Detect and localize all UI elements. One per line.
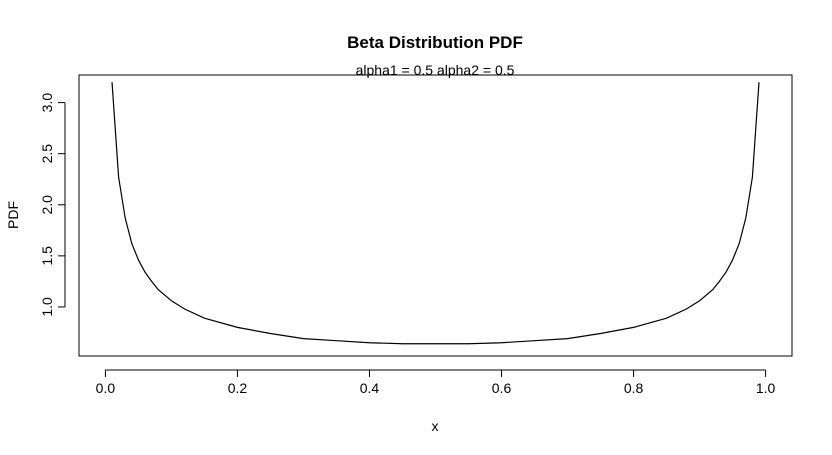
y-tick-label: 1.5: [39, 246, 55, 266]
plot-frame: [78, 74, 793, 357]
chart-title: Beta Distribution PDF: [347, 33, 523, 52]
x-tick-label: 1.0: [756, 380, 776, 396]
x-tick-label: 0.8: [624, 380, 644, 396]
x-tick-label: 0.6: [492, 380, 512, 396]
y-tick-label: 2.5: [39, 144, 55, 164]
y-tick-label: 1.0: [39, 297, 55, 317]
x-tick-label: 0.2: [228, 380, 248, 396]
x-axis-label: x: [432, 418, 439, 434]
x-axis: 0.0 0.2 0.4 0.6 0.8 1.0: [96, 369, 776, 396]
y-tick-label: 2.0: [39, 195, 55, 215]
y-axis-label: PDF: [5, 201, 21, 229]
x-tick-label: 0.4: [360, 380, 380, 396]
chart-subtitle: alpha1 = 0.5 alpha2 = 0.5: [356, 62, 515, 78]
x-tick-label: 0.0: [96, 380, 116, 396]
y-tick-label: 3.0: [39, 93, 55, 113]
y-axis: 1.0 1.5 2.0 2.5 3.0: [39, 93, 66, 317]
pdf-series-line: [111, 82, 760, 345]
